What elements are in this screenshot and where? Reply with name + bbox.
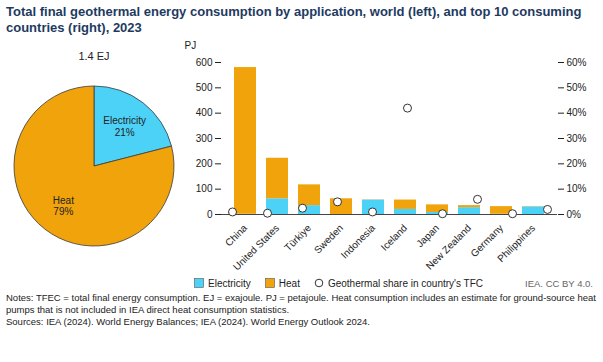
svg-text:Türkiye: Türkiye bbox=[282, 222, 313, 253]
svg-text:60%: 60% bbox=[567, 57, 587, 68]
html-text:Total final geothermal energy: Total final geothermal energy consumptio… bbox=[6, 4, 582, 35]
svg-text:China: China bbox=[223, 222, 250, 249]
svg-text:20%: 20% bbox=[567, 158, 587, 169]
svg-text:40%: 40% bbox=[567, 107, 587, 118]
html-text:Notes: TFEC = total final ener: Notes: TFEC = total final energy consump… bbox=[6, 292, 596, 315]
svg-text:Japan: Japan bbox=[414, 222, 441, 249]
svg-text:50%: 50% bbox=[567, 82, 587, 93]
svg-text:100: 100 bbox=[196, 183, 213, 194]
html-text:IEA. CC BY 4.0.: IEA. CC BY 4.0. bbox=[525, 277, 593, 289]
svg-text:0: 0 bbox=[207, 209, 213, 220]
svg-text:0%: 0% bbox=[567, 209, 582, 220]
svg-text:New Zealand: New Zealand bbox=[424, 222, 473, 271]
html-text:Sources: IEA (2024). World Ene: Sources: IEA (2024). World Energy Balanc… bbox=[6, 316, 370, 327]
svg-text:600: 600 bbox=[196, 57, 213, 68]
svg-text:200: 200 bbox=[196, 158, 213, 169]
svg-text:Philippines: Philippines bbox=[495, 222, 537, 264]
svg-text:Iceland: Iceland bbox=[379, 222, 410, 253]
html-text:Heat: Heat bbox=[278, 277, 300, 289]
svg-text:PJ: PJ bbox=[185, 40, 197, 51]
svg-text:United States: United States bbox=[231, 222, 281, 272]
svg-text:400: 400 bbox=[196, 107, 213, 118]
svg-text:300: 300 bbox=[196, 133, 213, 144]
svg-text:500: 500 bbox=[196, 82, 213, 93]
svg-text:10%: 10% bbox=[567, 183, 587, 194]
svg-text:30%: 30% bbox=[567, 133, 587, 144]
svg-text:Germany: Germany bbox=[468, 222, 506, 260]
svg-text:Heat79%: Heat79% bbox=[53, 195, 74, 218]
svg-text:Sweden: Sweden bbox=[311, 222, 346, 256]
html-text:Geothermal share in country's: Geothermal share in country's TFC bbox=[327, 277, 483, 289]
svg-text:1.4 EJ: 1.4 EJ bbox=[78, 50, 109, 62]
html-text:Electricity: Electricity bbox=[208, 277, 251, 289]
svg-text:Electricity21%: Electricity21% bbox=[103, 115, 146, 138]
svg-text:Indonesia: Indonesia bbox=[339, 222, 378, 261]
